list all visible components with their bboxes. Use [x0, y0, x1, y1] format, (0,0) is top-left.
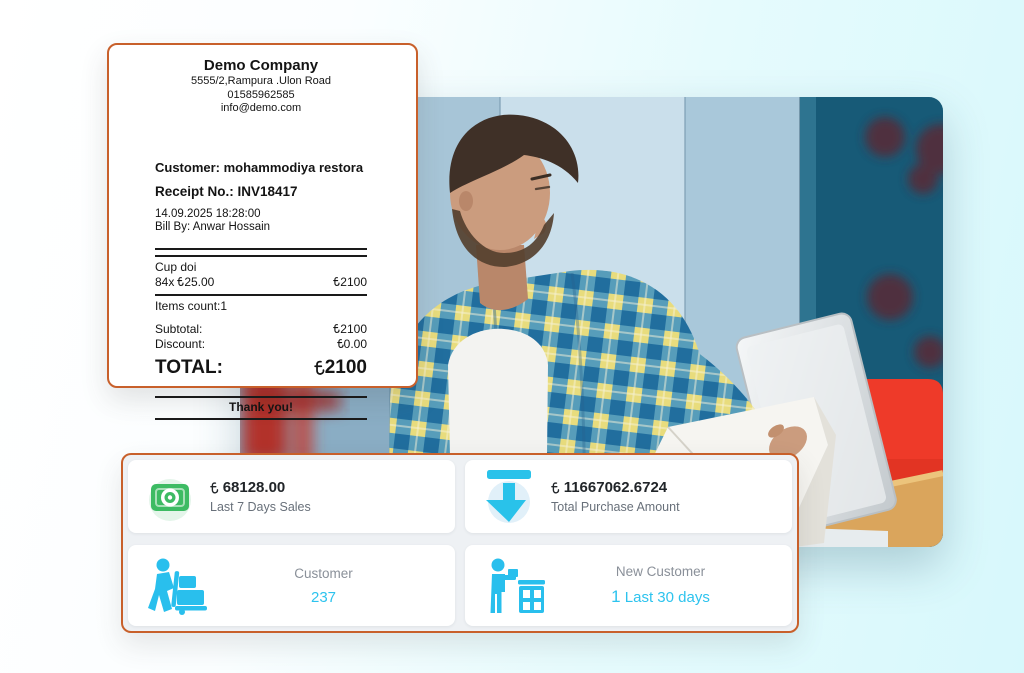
total-value: 2100: [314, 356, 367, 380]
stat-card-sales: 68128.00 Last 7 Days Sales: [128, 460, 455, 533]
new-customer-period: Last 30 days: [624, 589, 710, 606]
taka-currency-icon: [337, 338, 344, 349]
stat-card-new-customer: New Customer 1 Last 30 days: [465, 545, 792, 626]
total-row: TOTAL: 2100: [155, 356, 367, 380]
subtotal-row: Subtotal: 2100: [155, 322, 367, 337]
customer-label: Customer: [294, 565, 353, 581]
company-email: info@demo.com: [220, 102, 302, 114]
taka-currency-icon: [314, 359, 325, 376]
new-customer-label: New Customer: [615, 564, 706, 579]
stat-card-customer: Customer 237: [128, 545, 455, 626]
taka-currency-icon: [333, 276, 340, 287]
stat-card-purchase: 11667062.6724 Total Purchase Amount: [465, 460, 792, 533]
divider: [155, 293, 367, 296]
stat-text: 68128.00 Last 7 Days Sales: [210, 479, 311, 514]
item-qty: 84x: [155, 274, 175, 289]
divider: [155, 417, 367, 420]
item-amount: 2100: [333, 275, 367, 290]
stat-text: 11667062.6724 Total Purchase Amount: [551, 479, 680, 514]
total-label: TOTAL:: [155, 356, 223, 378]
taka-currency-icon: [177, 276, 184, 287]
customer-line: Customer: mohammodiya restora: [155, 159, 364, 175]
sales-label: Last 7 Days Sales: [210, 500, 311, 514]
receipt-bill-by: Bill By: Anwar Hossain: [155, 220, 271, 233]
customer-trolley-icon: [148, 558, 207, 615]
receipt-card: Demo Company 5555/2,Rampura .Ulon Road 0…: [107, 43, 418, 420]
receipt-number-line: Receipt No.: INV18417: [155, 183, 298, 199]
discount-row: Discount: 0.00: [155, 337, 367, 352]
company-name: Demo Company: [203, 57, 319, 74]
taka-currency-icon: [333, 323, 340, 334]
new-customer-count: 1 Last 30 days: [611, 587, 710, 606]
divider: [155, 247, 367, 250]
stat-text: New Customer 1 Last 30 days: [547, 564, 774, 607]
item-qty-price: 84x 25.00: [155, 275, 214, 290]
purchase-value: 11667062.6724: [551, 479, 680, 496]
sales-value: 68128.00: [210, 479, 311, 496]
company-phone: 01585962585: [227, 88, 295, 101]
discount-label: Discount:: [155, 336, 206, 351]
person-with-boxes-icon: [490, 558, 545, 613]
stat-text: Customer 237: [210, 566, 437, 606]
customer-count: 237: [310, 588, 337, 606]
purchase-label: Total Purchase Amount: [551, 500, 680, 514]
divider: [155, 254, 367, 257]
item-unit-price: 25.00: [177, 275, 214, 290]
stats-panel: 68128.00 Last 7 Days Sales 11667062.6724…: [121, 453, 799, 633]
company-address: 5555/2,Rampura .Ulon Road: [190, 75, 332, 87]
items-count: Items count:1: [155, 298, 228, 313]
taka-currency-icon: [210, 481, 219, 495]
money-icon: [149, 478, 191, 521]
thank-you-message: Thank you!: [228, 399, 293, 414]
discount-value: 0.00: [337, 337, 367, 352]
item-name: Cup doi: [155, 259, 197, 274]
item-row: 84x 25.00 2100: [155, 275, 367, 290]
download-arrow-icon: [486, 469, 531, 523]
subtotal-label: Subtotal:: [155, 321, 203, 336]
divider: [155, 395, 367, 398]
receipt-datetime: 14.09.2025 18:28:00: [155, 207, 261, 220]
taka-currency-icon: [551, 481, 560, 495]
subtotal-value: 2100: [333, 322, 367, 337]
